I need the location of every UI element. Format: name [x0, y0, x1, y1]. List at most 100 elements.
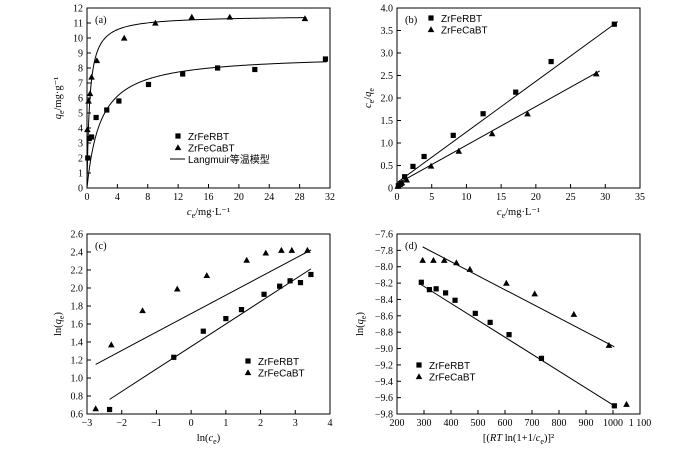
triangle-data-point: [592, 70, 600, 77]
triangle-data-point: [173, 285, 181, 292]
triangle-data-point: [278, 246, 285, 253]
triangle-data-point: [152, 19, 159, 26]
panel-c: −3 −2 −1 0 1 2 3 4 0.6 0.8 1.0 1.2 1.4 1.6 1.8 2.0 2.2 2.…: [53, 230, 333, 447]
x-tick-label: 400: [444, 418, 459, 429]
fit-line: [109, 268, 312, 400]
square-data-point: [487, 319, 493, 325]
triangle-data-point: [623, 400, 630, 407]
triangle-data-point: [301, 15, 309, 22]
fit-line: [421, 284, 615, 407]
legend-marker-triangle: [415, 373, 423, 380]
y-tick-label: 0.8: [71, 392, 84, 403]
square-data-point: [513, 89, 519, 95]
square-data-point: [215, 65, 221, 71]
y-tick-label: 2.0: [381, 94, 394, 105]
legend-marker-square: [175, 133, 181, 139]
triangle-data-point: [427, 162, 435, 169]
triangle-data-point: [570, 310, 578, 317]
x-tick-label: 1: [223, 418, 228, 429]
triangle-data-point: [488, 130, 496, 137]
legend-marker-triangle: [244, 369, 252, 376]
square-data-point: [200, 328, 206, 334]
y-tick-label: 1.4: [71, 338, 84, 349]
y-tick-label: 1.5: [381, 116, 394, 127]
y-axis-label: ce/qe: [363, 88, 376, 108]
y-tick-label: 1.0: [381, 139, 394, 150]
triangle-data-point: [92, 405, 99, 412]
y-tick-label: −9.4: [375, 377, 393, 388]
triangle-data-point: [453, 259, 460, 266]
x-tick-label: 1000: [603, 418, 623, 429]
square-data-point: [88, 134, 95, 140]
y-tick-label: 5: [78, 109, 83, 120]
y-tick-label: 3.5: [381, 26, 394, 37]
y-tick-label: 3.0: [381, 49, 394, 60]
y-tick-label: 2.0: [71, 284, 84, 295]
legend-marker-triangle: [174, 144, 182, 151]
square-data-point: [93, 114, 99, 121]
x-tick-label: −3: [82, 418, 93, 429]
y-axis-label-group: ln(qe): [355, 312, 368, 336]
y-tick-label: −8.0: [375, 262, 393, 273]
square-data-point: [548, 58, 554, 65]
fit-line: [86, 17, 307, 179]
fit-line: [396, 21, 619, 184]
plot-frame: [396, 233, 641, 415]
y-tick-label: 11: [73, 19, 83, 30]
y-tick-label: 1.0: [71, 374, 84, 385]
legend-entry: ZrFeCaBT: [258, 369, 305, 380]
triangle-data-point: [524, 110, 531, 117]
triangle-data-point: [93, 57, 101, 64]
x-tick-label: 25: [566, 192, 576, 203]
panel-d: 200 300 400 500 600 700 800 900 1000 1 100 −9.8 −9.…: [355, 230, 651, 447]
square-data-point: [277, 283, 283, 289]
x-axis-label: ln(ce): [197, 433, 221, 446]
y-tick-label: 4.0: [381, 4, 394, 15]
x-tick-label: 3: [293, 418, 298, 429]
panel-label: (a): [95, 15, 107, 26]
x-tick-label: 700: [525, 418, 540, 429]
legend-entry: Langmuir等温模型: [188, 153, 270, 166]
y-axis-label: qe/mg·g⁻¹: [53, 77, 66, 120]
x-tick-label: 0: [395, 192, 400, 203]
x-tick-label: 500: [471, 418, 486, 429]
square-data-point: [308, 271, 314, 278]
fit-line: [396, 70, 600, 185]
square-data-point: [171, 354, 177, 360]
y-tick-label: 0: [78, 184, 83, 195]
square-data-point: [480, 111, 486, 117]
y-tick-label: −8.2: [375, 279, 393, 290]
y-tick-label: −8.8: [375, 328, 393, 339]
fit-line: [95, 249, 312, 365]
square-data-point: [426, 287, 432, 293]
square-data-point: [611, 21, 617, 27]
triangle-data-point: [188, 13, 196, 20]
y-tick-label: 12: [73, 4, 83, 15]
square-data-point: [106, 406, 113, 413]
triangle-data-point: [440, 256, 448, 263]
y-tick-label: 10: [73, 34, 83, 45]
x-axis-label: [(RT ln(1+1/ce)]²: [483, 433, 554, 446]
y-tick-label: 3: [78, 139, 83, 150]
legend-marker-square: [416, 362, 422, 368]
square-data-point: [180, 71, 186, 77]
y-tick-label: 9: [78, 49, 83, 60]
x-tick-label: 900: [579, 418, 594, 429]
y-tick-label: 1: [78, 169, 83, 180]
y-tick-label: −9.8: [375, 410, 393, 421]
square-data-point: [145, 81, 152, 88]
x-tick-label: 24: [264, 192, 274, 203]
square-data-point: [450, 132, 456, 138]
square-data-point: [433, 286, 439, 292]
y-axis-label: ln(qe): [355, 312, 368, 336]
legend-marker-square: [245, 358, 251, 364]
y-tick-label: 2.6: [71, 230, 84, 241]
triangle-data-point: [430, 256, 437, 263]
y-axis-label-group: qe/mg·g⁻¹: [53, 77, 66, 120]
legend-marker-triangle: [427, 26, 435, 33]
legend-entry: ZrFeRBT: [258, 357, 299, 368]
x-tick-label: 10: [461, 192, 471, 203]
y-tick-label: −9.6: [375, 393, 393, 404]
